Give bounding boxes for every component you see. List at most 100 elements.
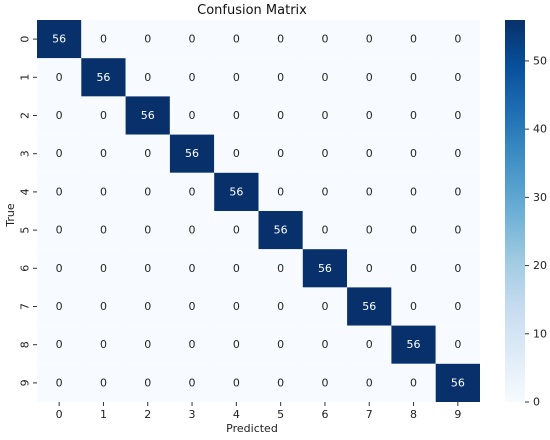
heatmap-cell-5-4 <box>214 211 259 250</box>
y-axis-label: True <box>4 203 17 228</box>
heatmap-cell-9-4 <box>214 363 259 402</box>
cell-value-8-0: 0 <box>56 338 63 351</box>
cell-value-3-6: 0 <box>321 147 328 160</box>
cell-value-2-6: 0 <box>321 109 328 122</box>
cell-value-3-2: 0 <box>144 147 151 160</box>
cell-value-1-5: 0 <box>277 71 284 84</box>
heatmap-cell-4-3 <box>169 172 215 211</box>
x-tick-label-3: 3 <box>189 408 196 421</box>
heatmap-cell-5-6 <box>302 211 348 250</box>
heatmap-cells <box>37 20 480 402</box>
cell-value-6-1: 0 <box>100 262 107 275</box>
cell-value-0-5: 0 <box>277 33 284 46</box>
heatmap-cell-8-4 <box>214 325 259 364</box>
heatmap-cell-8-2 <box>125 325 170 364</box>
heatmap-cell-1-6 <box>302 58 348 97</box>
cell-value-0-3: 0 <box>189 33 196 46</box>
cell-value-9-2: 0 <box>144 376 151 389</box>
colorbar <box>505 20 525 402</box>
cell-value-3-9: 0 <box>454 147 461 160</box>
heatmap-cell-1-4 <box>214 58 259 97</box>
cell-value-5-0: 0 <box>56 224 63 237</box>
heatmap-cell-4-0 <box>37 172 82 211</box>
cell-value-5-8: 0 <box>410 224 417 237</box>
cell-value-7-1: 0 <box>100 300 107 313</box>
colorbar-tick-label-4: 40 <box>533 123 547 136</box>
cell-value-9-4: 0 <box>233 376 240 389</box>
y-tick-label-1: 1 <box>19 74 32 81</box>
heatmap-cell-2-1 <box>81 96 126 135</box>
heatmap-cell-1-2 <box>125 58 170 97</box>
cell-value-8-4: 0 <box>233 338 240 351</box>
heatmap-cell-7-0 <box>37 287 82 326</box>
x-axis-ticks: 0 1 2 3 4 5 6 7 8 9 <box>56 402 461 421</box>
cell-value-1-1: 56 <box>96 71 110 84</box>
heatmap-cell-7-9 <box>435 287 480 326</box>
heatmap-cell-8-3 <box>169 325 215 364</box>
heatmap-cell-4-2 <box>125 172 170 211</box>
cell-value-8-9: 0 <box>454 338 461 351</box>
y-tick-label-3: 3 <box>19 150 32 157</box>
cell-value-2-9: 0 <box>454 109 461 122</box>
heatmap-cell-3-0 <box>37 134 82 173</box>
cell-value-1-7: 0 <box>366 71 373 84</box>
cell-value-9-6: 0 <box>321 376 328 389</box>
heatmap-cell-0-2 <box>125 20 170 59</box>
cell-value-5-6: 0 <box>321 224 328 237</box>
heatmap-cell-9-2 <box>125 363 170 402</box>
cell-value-4-5: 0 <box>277 185 284 198</box>
cell-value-4-9: 0 <box>454 185 461 198</box>
heatmap-cell-4-9 <box>435 172 480 211</box>
heatmap-cell-4-5 <box>258 172 303 211</box>
heatmap-cell-6-3 <box>169 249 215 288</box>
heatmap-cell-3-1 <box>81 134 126 173</box>
y-tick-label-2: 2 <box>19 112 32 119</box>
cell-value-5-7: 0 <box>366 224 373 237</box>
heatmap-cell-6-8 <box>391 249 436 288</box>
heatmap-cell-1-0 <box>37 58 82 97</box>
cell-value-3-1: 0 <box>100 147 107 160</box>
heatmap-cell-7-5 <box>258 287 303 326</box>
heatmap-cell-8-8 <box>391 325 436 364</box>
cell-value-0-8: 0 <box>410 33 417 46</box>
heatmap-cell-1-7 <box>347 58 392 97</box>
heatmap-cell-5-3 <box>169 211 215 250</box>
cell-value-1-4: 0 <box>233 71 240 84</box>
cell-value-8-8: 56 <box>407 338 421 351</box>
cell-value-6-4: 0 <box>233 262 240 275</box>
cell-value-4-0: 0 <box>56 185 63 198</box>
cell-value-1-3: 0 <box>189 71 196 84</box>
x-tick-label-8: 8 <box>410 408 417 421</box>
heatmap-cell-5-0 <box>37 211 82 250</box>
cell-value-3-8: 0 <box>410 147 417 160</box>
x-tick-label-2: 2 <box>144 408 151 421</box>
cell-value-3-5: 0 <box>277 147 284 160</box>
chart-title: Confusion Matrix <box>197 3 307 18</box>
cell-value-2-4: 0 <box>233 109 240 122</box>
heatmap-cell-5-5 <box>258 211 303 250</box>
y-tick-label-6: 6 <box>19 265 32 272</box>
heatmap-cell-1-5 <box>258 58 303 97</box>
heatmap-annotations: 56 0 0 0 0 0 0 0 0 0 0 56 0 0 0 0 0 0 0 0 0 0 56 0 0 0 0 0 0 0 0 0 0 56 0 0… <box>52 33 465 390</box>
heatmap-cell-9-5 <box>258 363 303 402</box>
cell-value-8-5: 0 <box>277 338 284 351</box>
heatmap-cell-6-9 <box>435 249 480 288</box>
heatmap-cell-2-9 <box>435 96 480 135</box>
cell-value-4-4: 56 <box>229 185 243 198</box>
cell-value-6-8: 0 <box>410 262 417 275</box>
cell-value-3-7: 0 <box>366 147 373 160</box>
cell-value-0-7: 0 <box>366 33 373 46</box>
y-tick-label-0: 0 <box>19 36 32 43</box>
heatmap-cell-2-3 <box>169 96 215 135</box>
heatmap-cell-2-0 <box>37 96 82 135</box>
cell-value-7-7: 56 <box>362 300 376 313</box>
heatmap-cell-3-2 <box>125 134 170 173</box>
x-tick-label-1: 1 <box>100 408 107 421</box>
cell-value-4-1: 0 <box>100 185 107 198</box>
heatmap-cell-0-7 <box>347 20 392 59</box>
cell-value-9-3: 0 <box>189 376 196 389</box>
heatmap-cell-5-2 <box>125 211 170 250</box>
heatmap-cell-4-8 <box>391 172 436 211</box>
cell-value-2-5: 0 <box>277 109 284 122</box>
